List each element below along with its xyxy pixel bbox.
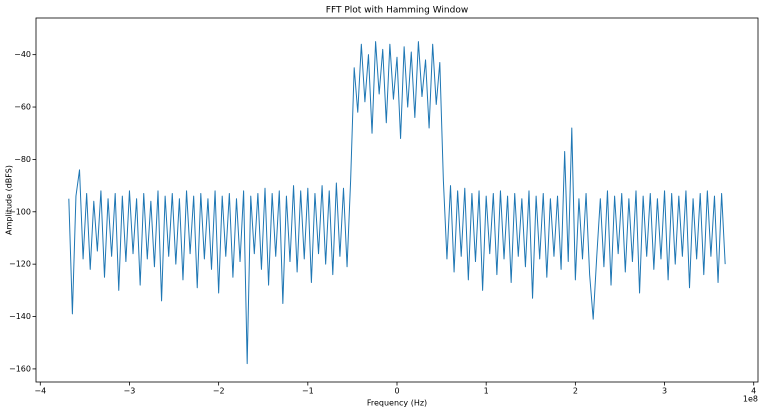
x-tick-label: 2 [573,387,578,396]
y-tick-label: −120 [9,260,31,269]
x-tick-label: −2 [213,387,225,396]
y-tick-label: −140 [9,312,31,321]
x-offset-label: 1e8 [743,395,758,404]
x-tick-label: 4 [751,387,756,396]
x-tick-label: 0 [394,387,399,396]
x-tick-label: −4 [34,387,46,396]
x-tick-label: 1 [484,387,489,396]
x-tick-label: −3 [124,387,136,396]
y-tick-label: −160 [9,364,31,373]
y-tick-label: −40 [14,50,31,59]
y-tick-label: −100 [9,207,31,216]
x-axis-label: Frequency (Hz) [367,399,427,408]
x-tick-label: −1 [302,387,314,396]
chart-title: FFT Plot with Hamming Window [326,6,468,16]
y-tick-label: −60 [14,103,31,112]
fft-line [68,41,726,365]
y-tick-label: −80 [14,155,31,164]
y-axis-label: Amplitude (dBFS) [5,165,14,235]
x-tick-label: 3 [662,387,667,396]
